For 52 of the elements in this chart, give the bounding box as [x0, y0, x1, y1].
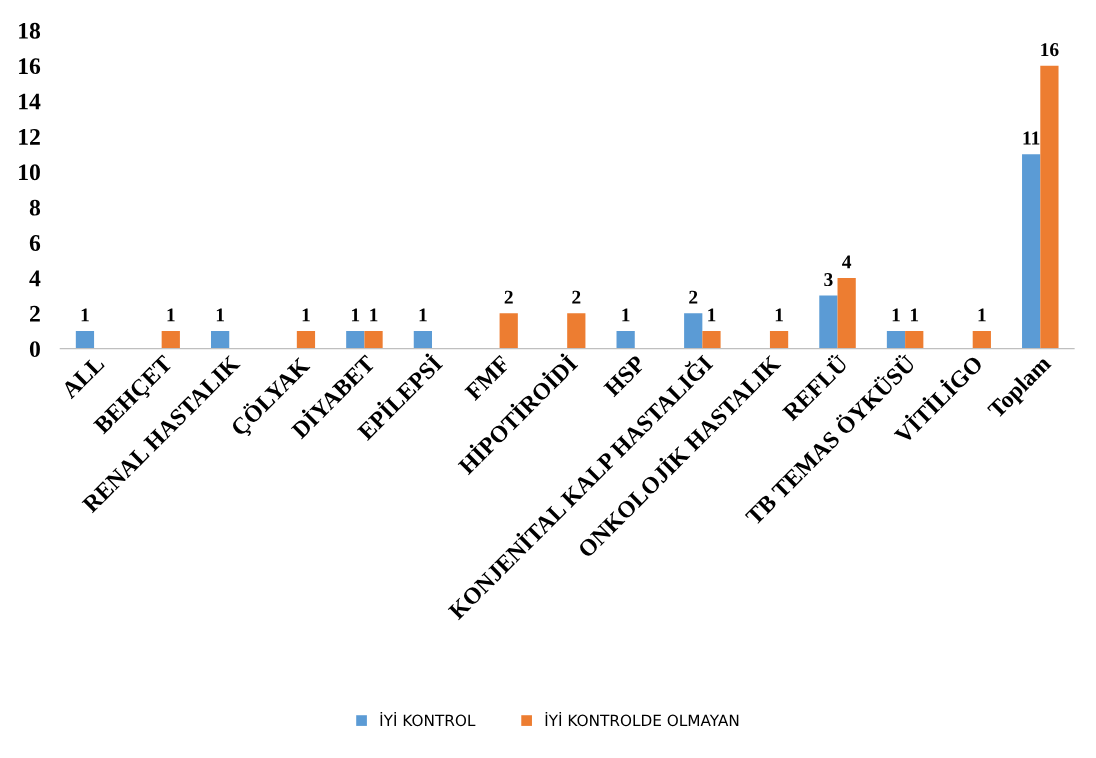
bar — [75, 330, 95, 349]
data-label: 1 — [216, 308, 224, 322]
y-tick-label: 14 — [19, 93, 41, 110]
y-tick-label: 6 — [29, 235, 41, 251]
data-label: 1 — [910, 308, 919, 322]
bar — [499, 313, 518, 349]
data-label: 16 — [1041, 43, 1059, 57]
data-label: 11 — [1023, 131, 1040, 145]
data-label: 1 — [419, 308, 427, 322]
y-tick-label: 12 — [19, 129, 40, 145]
data-label: 3 — [824, 273, 833, 287]
y-tick-label: 10 — [19, 164, 40, 181]
bar — [364, 330, 383, 349]
bar — [161, 330, 180, 349]
y-tick-label: 4 — [29, 270, 41, 287]
data-label: 2 — [504, 290, 513, 304]
bar — [1040, 65, 1059, 349]
bar — [211, 330, 230, 349]
data-label: 2 — [572, 290, 581, 304]
data-label: 2 — [689, 290, 698, 304]
data-label: 1 — [978, 308, 986, 322]
bar — [886, 330, 906, 349]
data-label: 1 — [351, 308, 360, 322]
bar — [905, 330, 924, 349]
data-label: 1 — [622, 308, 630, 322]
bar — [769, 330, 789, 349]
y-tick-label: 0 — [29, 341, 40, 358]
bar — [616, 330, 635, 349]
bar — [684, 313, 703, 349]
data-label: 1 — [167, 308, 175, 322]
bar — [702, 330, 721, 349]
data-label: 1 — [370, 308, 378, 322]
data-label: 4 — [842, 255, 852, 269]
y-tick-label: 8 — [29, 199, 41, 216]
data-label: 1 — [302, 308, 310, 322]
bar — [296, 330, 316, 349]
bar — [413, 330, 433, 349]
data-label: 1 — [892, 308, 900, 322]
y-tick-label: 18 — [19, 22, 41, 39]
bar — [819, 295, 838, 349]
bar — [567, 313, 586, 349]
bar — [972, 330, 991, 349]
y-tick-label: 16 — [19, 58, 41, 75]
data-label: 1 — [708, 308, 716, 322]
y-tick-label: 2 — [30, 305, 40, 322]
data-label: 1 — [81, 308, 89, 322]
legend-label: İYİ KONTROLDE OLMAYAN — [545, 711, 739, 727]
bar — [837, 277, 856, 349]
bar — [346, 330, 365, 349]
legend-label: İYİ KONTROL — [380, 711, 476, 727]
bar — [1022, 154, 1041, 349]
data-label: 1 — [775, 308, 783, 322]
